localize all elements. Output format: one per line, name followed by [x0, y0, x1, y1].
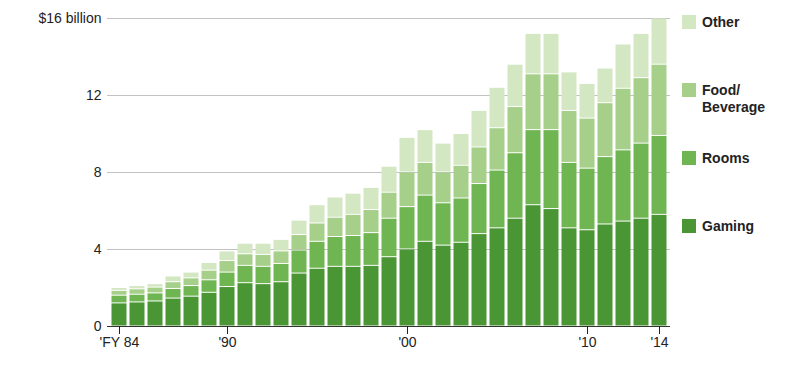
svg-text:4: 4 — [94, 241, 102, 257]
svg-text:$16 billion: $16 billion — [38, 10, 101, 26]
svg-text:8: 8 — [94, 164, 102, 180]
html-text:Other: Other — [702, 14, 740, 30]
svg-text:'FY 84: 'FY 84 — [100, 334, 140, 350]
html-text:Gaming: Gaming — [702, 218, 755, 234]
svg-text:'14: '14 — [650, 334, 668, 350]
svg-text:'10: '10 — [578, 334, 596, 350]
svg-text:'00: '00 — [398, 334, 416, 350]
html-text:Food/ Beverage: Food/ Beverage — [702, 82, 765, 115]
svg-text:12: 12 — [86, 87, 102, 103]
html-text:Rooms: Rooms — [702, 150, 750, 166]
svg-text:'90: '90 — [218, 334, 236, 350]
svg-text:0: 0 — [94, 318, 102, 334]
